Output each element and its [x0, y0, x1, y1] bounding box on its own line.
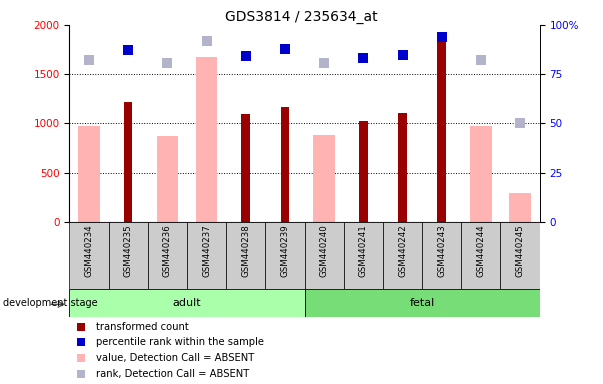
Point [76, 371, 86, 377]
Point [76, 355, 86, 361]
Bar [359, 121, 368, 222]
FancyBboxPatch shape [226, 222, 265, 289]
Point [358, 55, 368, 61]
Point [320, 60, 329, 66]
Point [201, 38, 212, 44]
Point [241, 53, 251, 60]
FancyBboxPatch shape [69, 222, 109, 289]
FancyBboxPatch shape [69, 289, 305, 317]
Point [476, 57, 486, 63]
Bar [157, 136, 178, 222]
Point [84, 57, 94, 63]
Bar [314, 135, 335, 222]
FancyBboxPatch shape [383, 222, 422, 289]
Text: GSM440242: GSM440242 [398, 225, 407, 277]
Text: GSM440241: GSM440241 [359, 225, 368, 277]
Point [162, 60, 172, 66]
Bar [78, 126, 99, 222]
Text: value, Detection Call = ABSENT: value, Detection Call = ABSENT [96, 353, 254, 363]
Text: GSM440236: GSM440236 [163, 225, 172, 277]
Text: GSM440235: GSM440235 [124, 225, 133, 277]
FancyBboxPatch shape [422, 222, 461, 289]
FancyBboxPatch shape [344, 222, 383, 289]
FancyBboxPatch shape [500, 222, 540, 289]
Text: percentile rank within the sample: percentile rank within the sample [96, 338, 264, 348]
Text: GSM440234: GSM440234 [84, 225, 93, 277]
Text: adult: adult [172, 298, 201, 308]
Text: GSM440244: GSM440244 [476, 225, 485, 277]
Point [515, 121, 525, 127]
Text: GSM440238: GSM440238 [241, 225, 250, 277]
Text: GSM440237: GSM440237 [202, 225, 211, 277]
FancyBboxPatch shape [305, 222, 344, 289]
Point [398, 52, 408, 58]
Text: development stage: development stage [3, 298, 98, 308]
FancyBboxPatch shape [305, 289, 540, 317]
FancyBboxPatch shape [187, 222, 226, 289]
Bar [510, 193, 531, 222]
Text: GSM440243: GSM440243 [437, 225, 446, 277]
FancyBboxPatch shape [109, 222, 148, 289]
FancyBboxPatch shape [148, 222, 187, 289]
Bar [124, 102, 133, 222]
Text: GSM440239: GSM440239 [280, 225, 289, 277]
Text: GSM440245: GSM440245 [516, 225, 525, 277]
Bar [196, 58, 217, 222]
Text: rank, Detection Call = ABSENT: rank, Detection Call = ABSENT [96, 369, 249, 379]
Bar [437, 37, 446, 222]
Bar [470, 126, 491, 222]
Text: fetal: fetal [409, 298, 435, 308]
Text: GSM440240: GSM440240 [320, 225, 329, 277]
Text: transformed count: transformed count [96, 322, 189, 332]
Point [437, 34, 446, 40]
Text: GDS3814 / 235634_at: GDS3814 / 235634_at [225, 10, 378, 23]
Point [280, 46, 290, 52]
Bar [398, 113, 407, 222]
FancyBboxPatch shape [265, 222, 305, 289]
Point [76, 324, 86, 330]
Point [123, 46, 133, 53]
FancyBboxPatch shape [461, 222, 500, 289]
Bar [241, 114, 250, 222]
Bar [280, 107, 289, 222]
Point [76, 339, 86, 346]
